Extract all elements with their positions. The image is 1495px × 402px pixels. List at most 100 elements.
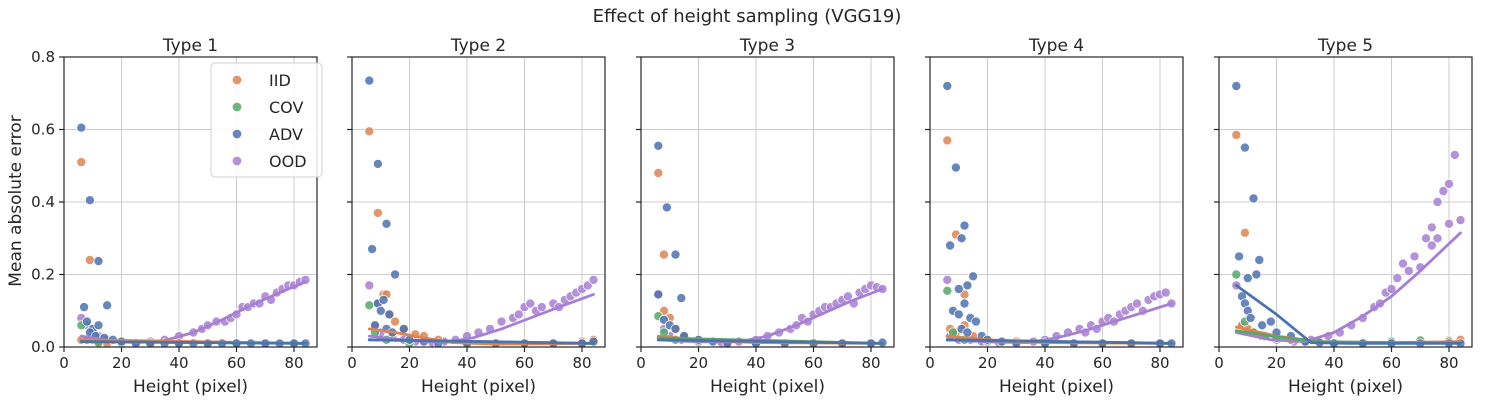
point-ood [1409, 251, 1420, 262]
legend-label-adv: ADV [269, 125, 303, 144]
point-adv [102, 300, 113, 311]
point-adv [956, 233, 967, 244]
x-tick-label: 20 [1267, 354, 1286, 372]
point-adv [375, 305, 386, 316]
point-adv [971, 316, 982, 327]
panels: 0 20 40 60 80 0.0 0.2 0.4 0.6 0.8 Type 1 Height (pi… [31, 36, 1473, 397]
panel-title: Type 2 [450, 36, 506, 56]
trend-line-ood [945, 302, 1173, 344]
panel-title: Type 4 [1028, 36, 1084, 56]
x-tick-label: 20 [978, 354, 997, 372]
point-ood [525, 298, 536, 309]
point-adv [1265, 316, 1276, 327]
point-ood [1398, 258, 1409, 269]
legend-label-cov: COV [269, 98, 303, 117]
point-adv [945, 240, 956, 251]
point-adv [79, 302, 90, 313]
series-adv-points [653, 140, 888, 349]
x-tick-label: 0 [347, 354, 357, 372]
y-tick-label: 0.8 [31, 48, 55, 66]
point-iid [1239, 227, 1250, 238]
legend-label-iid: IID [269, 71, 291, 90]
point-iid [372, 207, 383, 218]
panel-type-1: 0 20 40 60 80 0.0 0.2 0.4 0.6 0.8 Type 1 Height (pi… [31, 36, 318, 397]
point-adv [1242, 273, 1253, 284]
x-tick-label: 60 [515, 354, 534, 372]
point-adv [670, 249, 681, 260]
point-ood [1132, 298, 1143, 309]
y-tick-label: 0.0 [31, 338, 55, 356]
point-iid [1231, 129, 1242, 140]
legend-label-ood: OOD [269, 152, 307, 171]
point-adv [1248, 193, 1259, 204]
point-iid [653, 167, 664, 178]
point-adv [953, 283, 964, 294]
point-ood [1160, 287, 1171, 298]
trend-line-adv [367, 338, 595, 345]
point-adv [82, 316, 93, 327]
x-tick-label: 80 [572, 354, 591, 372]
x-tick-label: 20 [400, 354, 419, 372]
point-iid [942, 135, 953, 146]
point-adv [953, 309, 964, 320]
x-tick-label: 60 [1382, 354, 1401, 372]
point-adv [653, 289, 664, 300]
series-iid-points [364, 126, 599, 349]
point-iid [390, 316, 401, 327]
trend-line-adv [656, 338, 884, 345]
x-tick-label: 20 [689, 354, 708, 372]
point-ood [1421, 233, 1432, 244]
panel-type-2: 0 20 40 60 80 Type 2 Height (pixel) [347, 36, 606, 397]
point-ood [1449, 149, 1460, 160]
point-cov [942, 285, 953, 296]
x-axis-label: Height (pixel) [421, 377, 536, 397]
point-ood [1432, 196, 1443, 207]
point-ood [942, 274, 953, 285]
point-ood [513, 309, 524, 320]
point-adv [93, 256, 104, 267]
point-adv [390, 269, 401, 280]
panel-type-3: 0 20 40 60 80 Type 3 Height (pixel) [636, 36, 895, 397]
x-tick-label: 80 [861, 354, 880, 372]
panel-title: Type 1 [162, 36, 218, 56]
trend-line-ood [79, 280, 307, 344]
legend-marker-iid [231, 74, 243, 86]
y-axis-label: Mean absolute error [6, 115, 26, 286]
point-ood [1438, 186, 1449, 197]
x-tick-label: 40 [1324, 354, 1343, 372]
point-iid [76, 157, 87, 168]
x-tick-label: 40 [169, 354, 188, 372]
point-adv [381, 218, 392, 229]
y-tick-label: 0.4 [31, 193, 55, 211]
point-adv [959, 298, 970, 309]
point-adv [959, 220, 970, 231]
point-adv [367, 244, 378, 255]
point-adv [1231, 81, 1242, 92]
point-ood [1444, 178, 1455, 189]
x-tick-label: 0 [1214, 354, 1224, 372]
point-adv [1245, 312, 1256, 323]
x-axis-label: Height (pixel) [999, 377, 1114, 397]
x-axis-label: Height (pixel) [710, 377, 825, 397]
point-ood [1386, 283, 1397, 294]
point-adv [653, 140, 664, 151]
point-adv [84, 195, 95, 206]
panel-title: Type 5 [1317, 36, 1373, 56]
point-adv [378, 294, 389, 305]
x-tick-label: 40 [457, 354, 476, 372]
legend: IID COV ADV OOD [210, 62, 323, 178]
point-ood [1444, 218, 1455, 229]
trend-line-adv [79, 340, 307, 345]
point-adv [1251, 269, 1262, 280]
point-cov [1231, 269, 1242, 280]
series-iid-points [653, 167, 877, 349]
trend-line-ood [1234, 231, 1462, 343]
trend-line-adv [945, 338, 1173, 345]
panel-type-5: 0 20 40 60 80 Type 5 Height (pixel) [1214, 36, 1473, 397]
point-adv [93, 320, 104, 331]
point-adv [384, 309, 395, 320]
point-ood [843, 291, 854, 302]
x-tick-label: 80 [284, 354, 303, 372]
point-ood [1426, 240, 1437, 251]
series-ood-points [1231, 149, 1466, 347]
